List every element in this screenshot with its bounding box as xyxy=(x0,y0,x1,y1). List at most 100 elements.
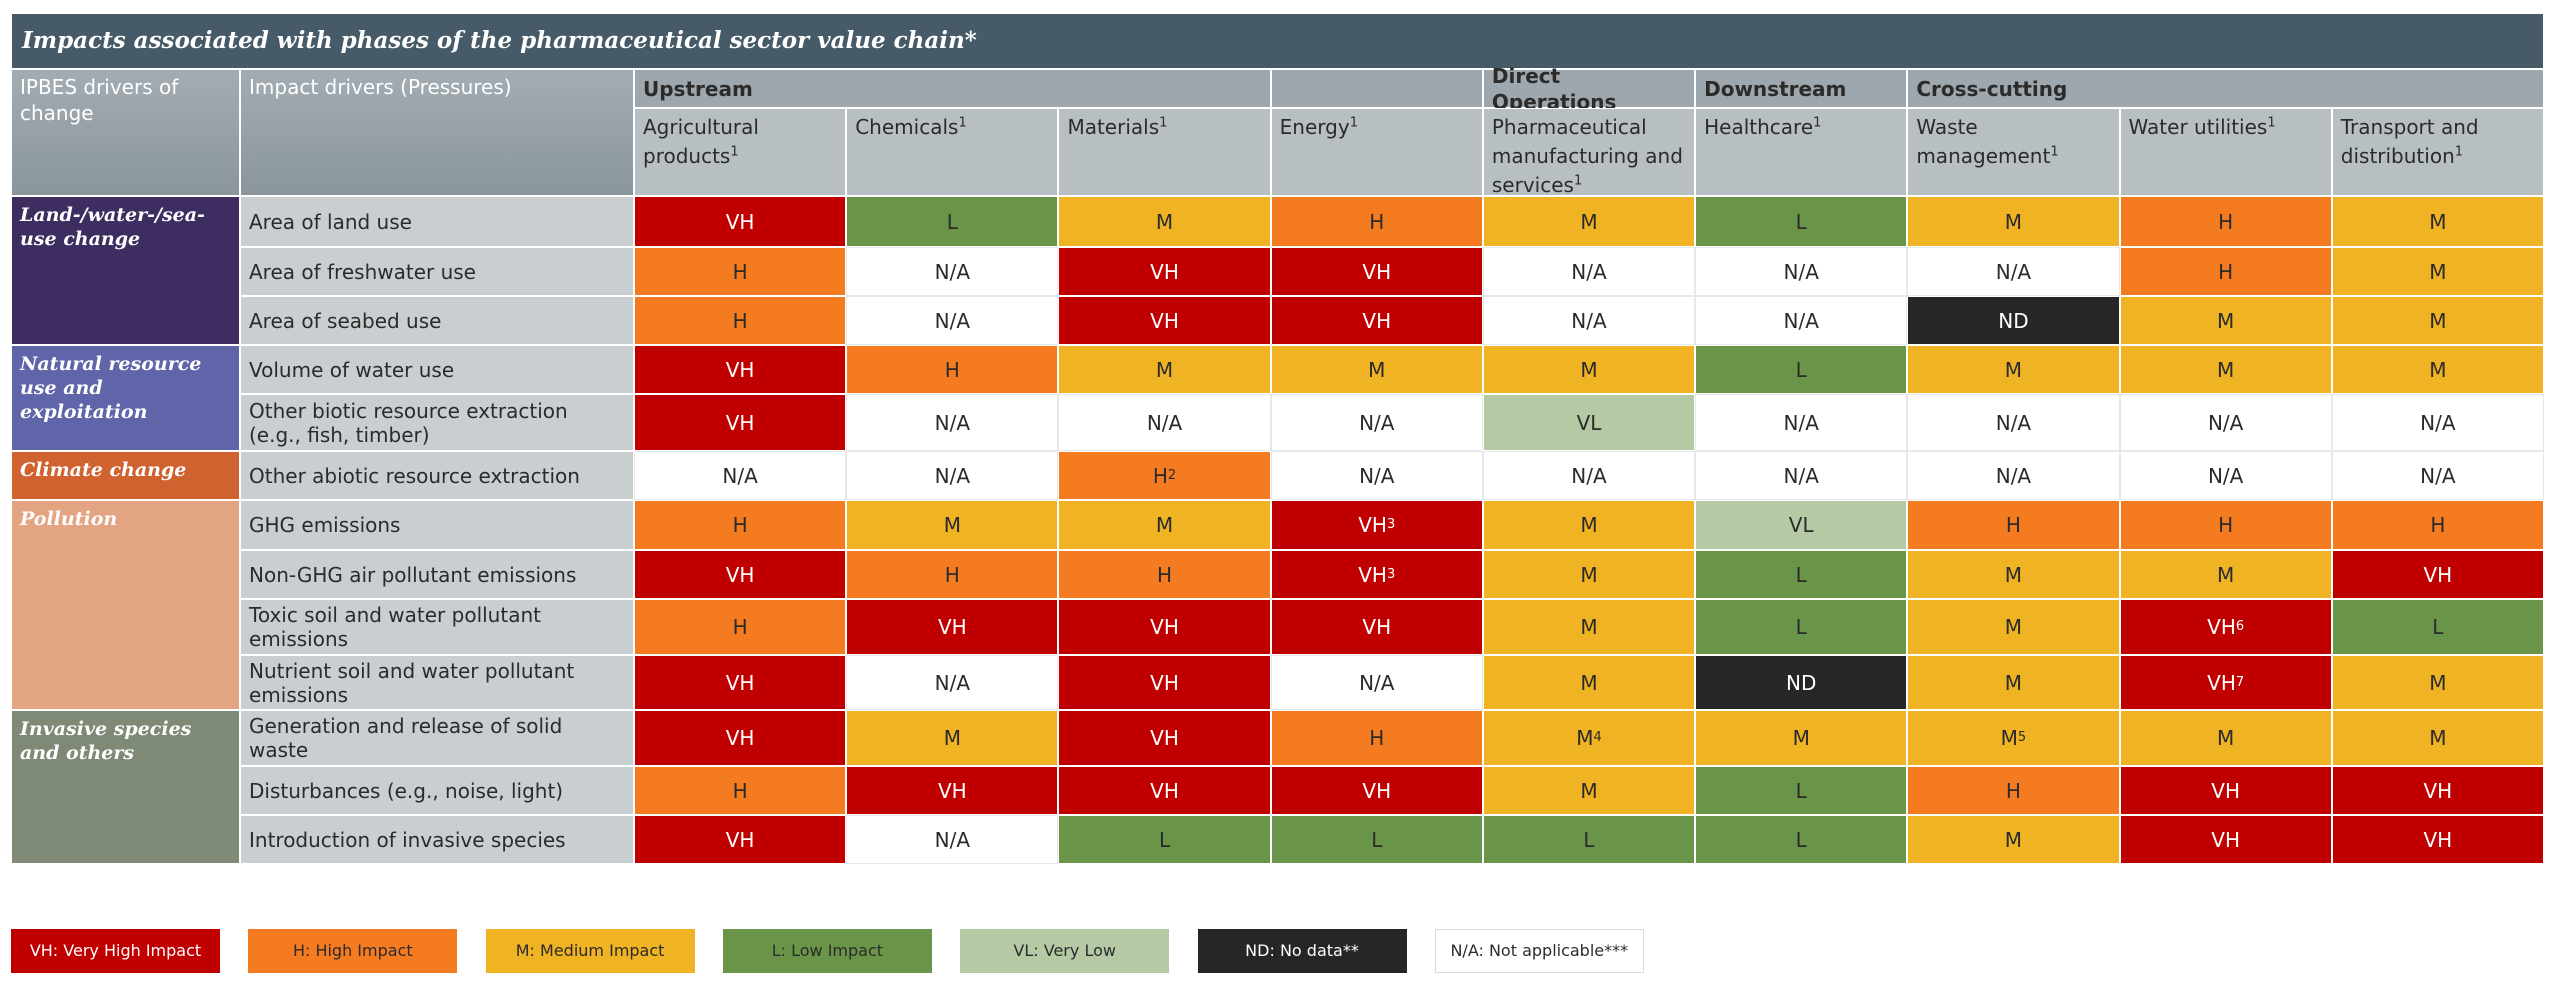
impact-cell: M xyxy=(1058,345,1271,394)
pressure: Other abiotic resource extraction xyxy=(240,451,634,500)
label-text: N/A xyxy=(1571,308,1607,333)
label-text: N/A xyxy=(934,410,971,435)
label-text: H xyxy=(1369,209,1385,234)
impact-cell: VH xyxy=(2119,815,2332,864)
impact-cell: L xyxy=(1695,766,1908,815)
label-text: M xyxy=(2004,827,2023,852)
impact-cell: VH 3 xyxy=(1270,500,1483,550)
label-text: N/A xyxy=(1783,410,1819,435)
label-text: VH xyxy=(725,670,755,695)
driver: Invasive species and others xyxy=(11,710,240,864)
impact-cell: M xyxy=(2331,345,2544,394)
label-text: M xyxy=(2429,726,2447,750)
impact-cell: M xyxy=(846,500,1059,550)
impact-cell: L xyxy=(2331,599,2544,655)
label-text: N/A xyxy=(934,827,971,852)
superscript: 1 xyxy=(1349,115,1358,131)
impact-cell: L xyxy=(846,196,1059,247)
label-text: H xyxy=(732,308,748,333)
group-header xyxy=(1270,69,1483,108)
label-text: M xyxy=(2004,357,2023,382)
impact-cell: H xyxy=(1907,766,2120,815)
label-text: VH xyxy=(1358,513,1387,537)
impact-cell: VH xyxy=(634,345,847,394)
impact-cell: M xyxy=(1058,196,1271,247)
impact-cell: VH xyxy=(1058,599,1271,655)
label-text: H xyxy=(2218,513,2234,537)
pressure: Area of seabed use xyxy=(240,296,634,345)
column-header: Chemicals1 xyxy=(846,108,1059,196)
impact-cell: M xyxy=(1907,599,2120,655)
label-text: M xyxy=(2004,209,2023,234)
impact-cell: N/A xyxy=(1270,655,1483,710)
label-text: VH xyxy=(2211,827,2241,852)
label-text: VH xyxy=(2207,670,2236,695)
column-header: Agricultural products1 xyxy=(634,108,847,196)
label-text: M xyxy=(1580,209,1598,234)
impact-cell: VH xyxy=(2331,550,2544,599)
label-text: Waste management xyxy=(1916,115,2051,168)
label-text: M xyxy=(2004,615,2023,639)
column-header: Waste management1 xyxy=(1907,108,2120,196)
impact-cell: M xyxy=(1907,815,2120,864)
impact-cell: H xyxy=(1058,550,1271,599)
superscript: 1 xyxy=(2267,115,2276,131)
label-text: M xyxy=(2000,726,2018,750)
label-text: VL xyxy=(1788,513,1814,537)
label-text: VH xyxy=(1150,259,1179,284)
label-text: VH xyxy=(937,778,967,803)
label-text: L xyxy=(1795,827,1807,852)
pressure: Disturbances (e.g., noise, light) xyxy=(240,766,634,815)
label-text: H xyxy=(2430,513,2446,537)
label-text: M xyxy=(1155,513,1174,537)
impact-cell: VH xyxy=(1058,655,1271,710)
pressure: Introduction of invasive species xyxy=(240,815,634,864)
group-header: Direct Operations xyxy=(1482,64,1696,114)
impact-cell: M xyxy=(2119,345,2332,394)
impact-cell: N/A xyxy=(1695,394,1908,451)
impact-cell: M xyxy=(1482,345,1696,394)
label-text: Pharmaceutical manufacturing and service… xyxy=(1491,115,1683,197)
superscript: 1 xyxy=(2050,144,2059,160)
impact-cell: N/A xyxy=(846,394,1059,451)
pressure: Other biotic resource extraction (e.g., … xyxy=(240,394,634,451)
label-text: ND xyxy=(1786,670,1817,695)
label-text: VH xyxy=(2423,778,2453,803)
impact-cell: VH xyxy=(1058,710,1271,766)
label-text: VH xyxy=(1362,615,1392,639)
group-header: Downstream xyxy=(1695,69,1908,108)
impact-cell: H xyxy=(2119,500,2332,550)
label-text: M xyxy=(2429,259,2447,284)
impact-cell: M xyxy=(1482,500,1696,550)
label-text: VL xyxy=(1576,410,1602,435)
label-text: M xyxy=(2217,357,2235,382)
impact-cell: H xyxy=(2119,196,2332,247)
label-text: VH xyxy=(2207,615,2236,639)
impact-cell: VH xyxy=(634,394,847,451)
label-text: H xyxy=(732,615,748,639)
column-header: Healthcare1 xyxy=(1695,108,1908,196)
impact-cell: M xyxy=(2331,655,2544,710)
label-text: N/A xyxy=(1783,308,1819,333)
impact-cell: VH xyxy=(2119,766,2332,815)
label-text: H xyxy=(1157,562,1173,587)
impact-cell: N/A xyxy=(1907,247,2120,296)
impact-cell: L xyxy=(1482,815,1696,864)
impact-cell: H xyxy=(634,500,847,550)
pressure: Nutrient soil and water pollutant emissi… xyxy=(240,655,634,710)
label-text: N/A xyxy=(2207,410,2244,435)
label-text: VH xyxy=(2423,827,2453,852)
label-text: VH xyxy=(1150,615,1179,639)
superscript: 1 xyxy=(730,144,739,160)
label-text: VH xyxy=(725,726,755,750)
label-text: N/A xyxy=(1571,259,1607,284)
label-text: M xyxy=(1580,357,1598,382)
legend-item: VL: Very Low xyxy=(960,929,1170,973)
impact-cell: M xyxy=(1482,599,1696,655)
impact-cell: M xyxy=(2331,247,2544,296)
impact-cell: VH xyxy=(1058,247,1271,296)
column-header: Materials1 xyxy=(1058,108,1271,196)
label-text: VH xyxy=(1150,308,1179,333)
legend-item: M: Medium Impact xyxy=(485,929,695,973)
